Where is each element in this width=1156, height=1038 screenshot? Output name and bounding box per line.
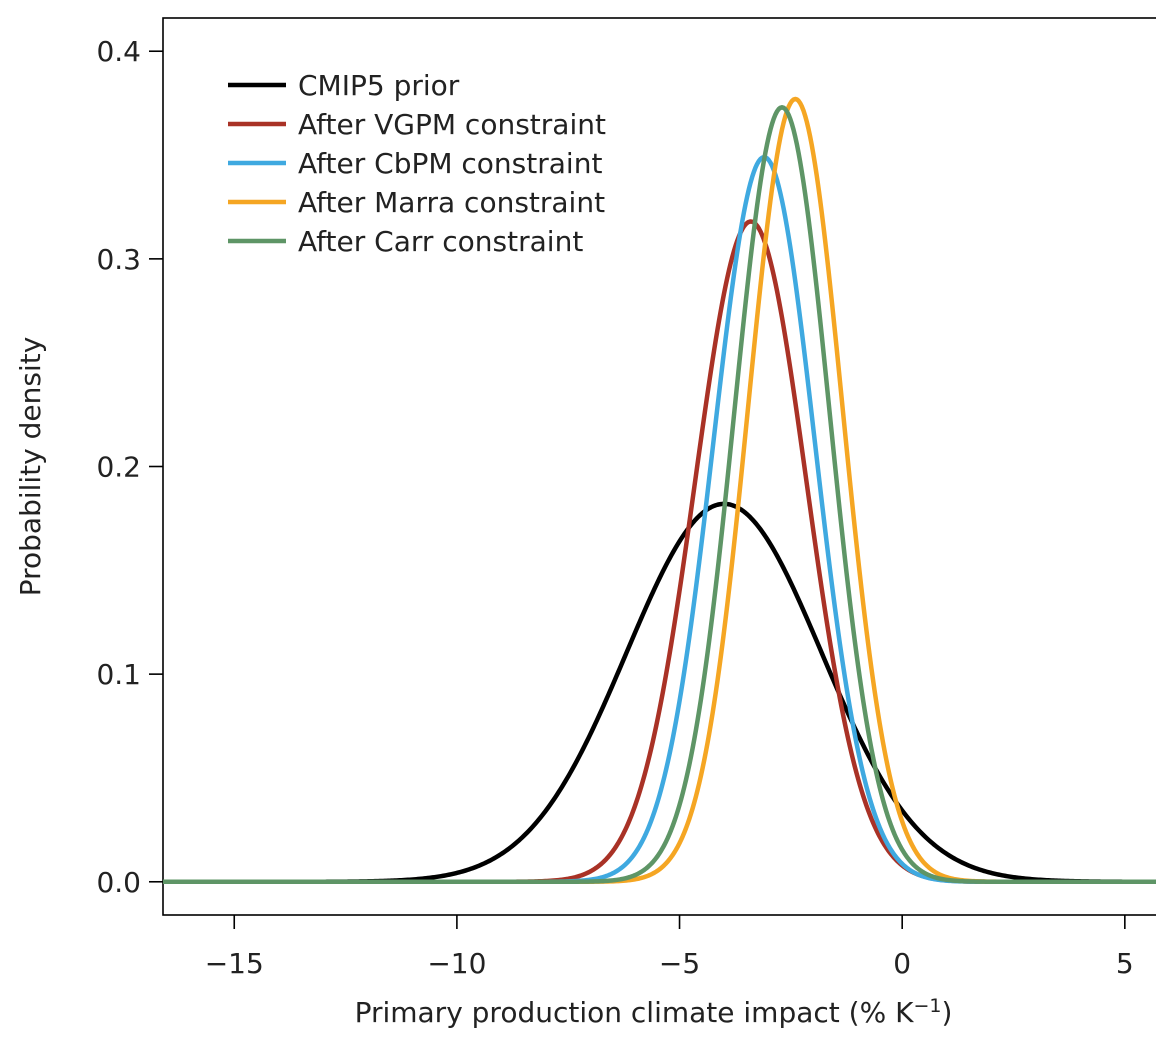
legend-label: After Marra constraint — [298, 186, 605, 219]
plot-area — [162, 17, 1156, 916]
y-tick-label: 0.2 — [96, 451, 141, 484]
x-axis-label: Primary production climate impact (% K−1… — [355, 995, 953, 1029]
x-axis-label-sup: −1 — [913, 995, 941, 1017]
density-curves — [162, 96, 1156, 885]
y-tick-label: 0.4 — [96, 35, 141, 68]
series-line-cmip5-prior — [162, 501, 1156, 885]
x-axis: −15 −10 −5 0 5 — [205, 915, 1134, 980]
y-tick-label: 0.1 — [96, 658, 141, 691]
legend-label: After CbPM constraint — [298, 147, 602, 180]
x-tick-label: −10 — [427, 947, 486, 980]
y-tick-label: 0.3 — [96, 243, 141, 276]
legend-label: CMIP5 prior — [298, 69, 460, 102]
x-tick-label: −5 — [659, 947, 700, 980]
x-axis-label-close: ) — [941, 996, 952, 1029]
y-axis: 0.0 0.1 0.2 0.3 0.4 — [96, 35, 163, 899]
y-axis-label: Probability density — [14, 337, 47, 597]
x-axis-label-main: Primary production climate impact (% K — [355, 996, 915, 1029]
x-tick-label: −15 — [205, 947, 264, 980]
series-line-after-vgpm-constraint — [162, 219, 1156, 885]
series-line-after-cbpm-constraint — [162, 154, 1156, 885]
x-tick-label: 0 — [893, 947, 911, 980]
x-tick-label: 5 — [1116, 947, 1134, 980]
legend-label: After Carr constraint — [298, 225, 583, 258]
legend-label: After VGPM constraint — [298, 108, 606, 141]
series-line-after-carr-constraint — [162, 105, 1156, 885]
y-tick-label: 0.0 — [96, 866, 141, 899]
legend: CMIP5 prior After VGPM constraint After Cb… — [228, 69, 606, 258]
